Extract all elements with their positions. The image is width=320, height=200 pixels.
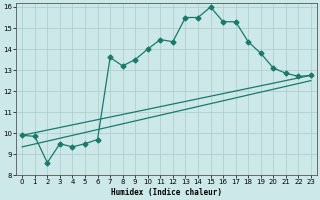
X-axis label: Humidex (Indice chaleur): Humidex (Indice chaleur) (111, 188, 222, 197)
